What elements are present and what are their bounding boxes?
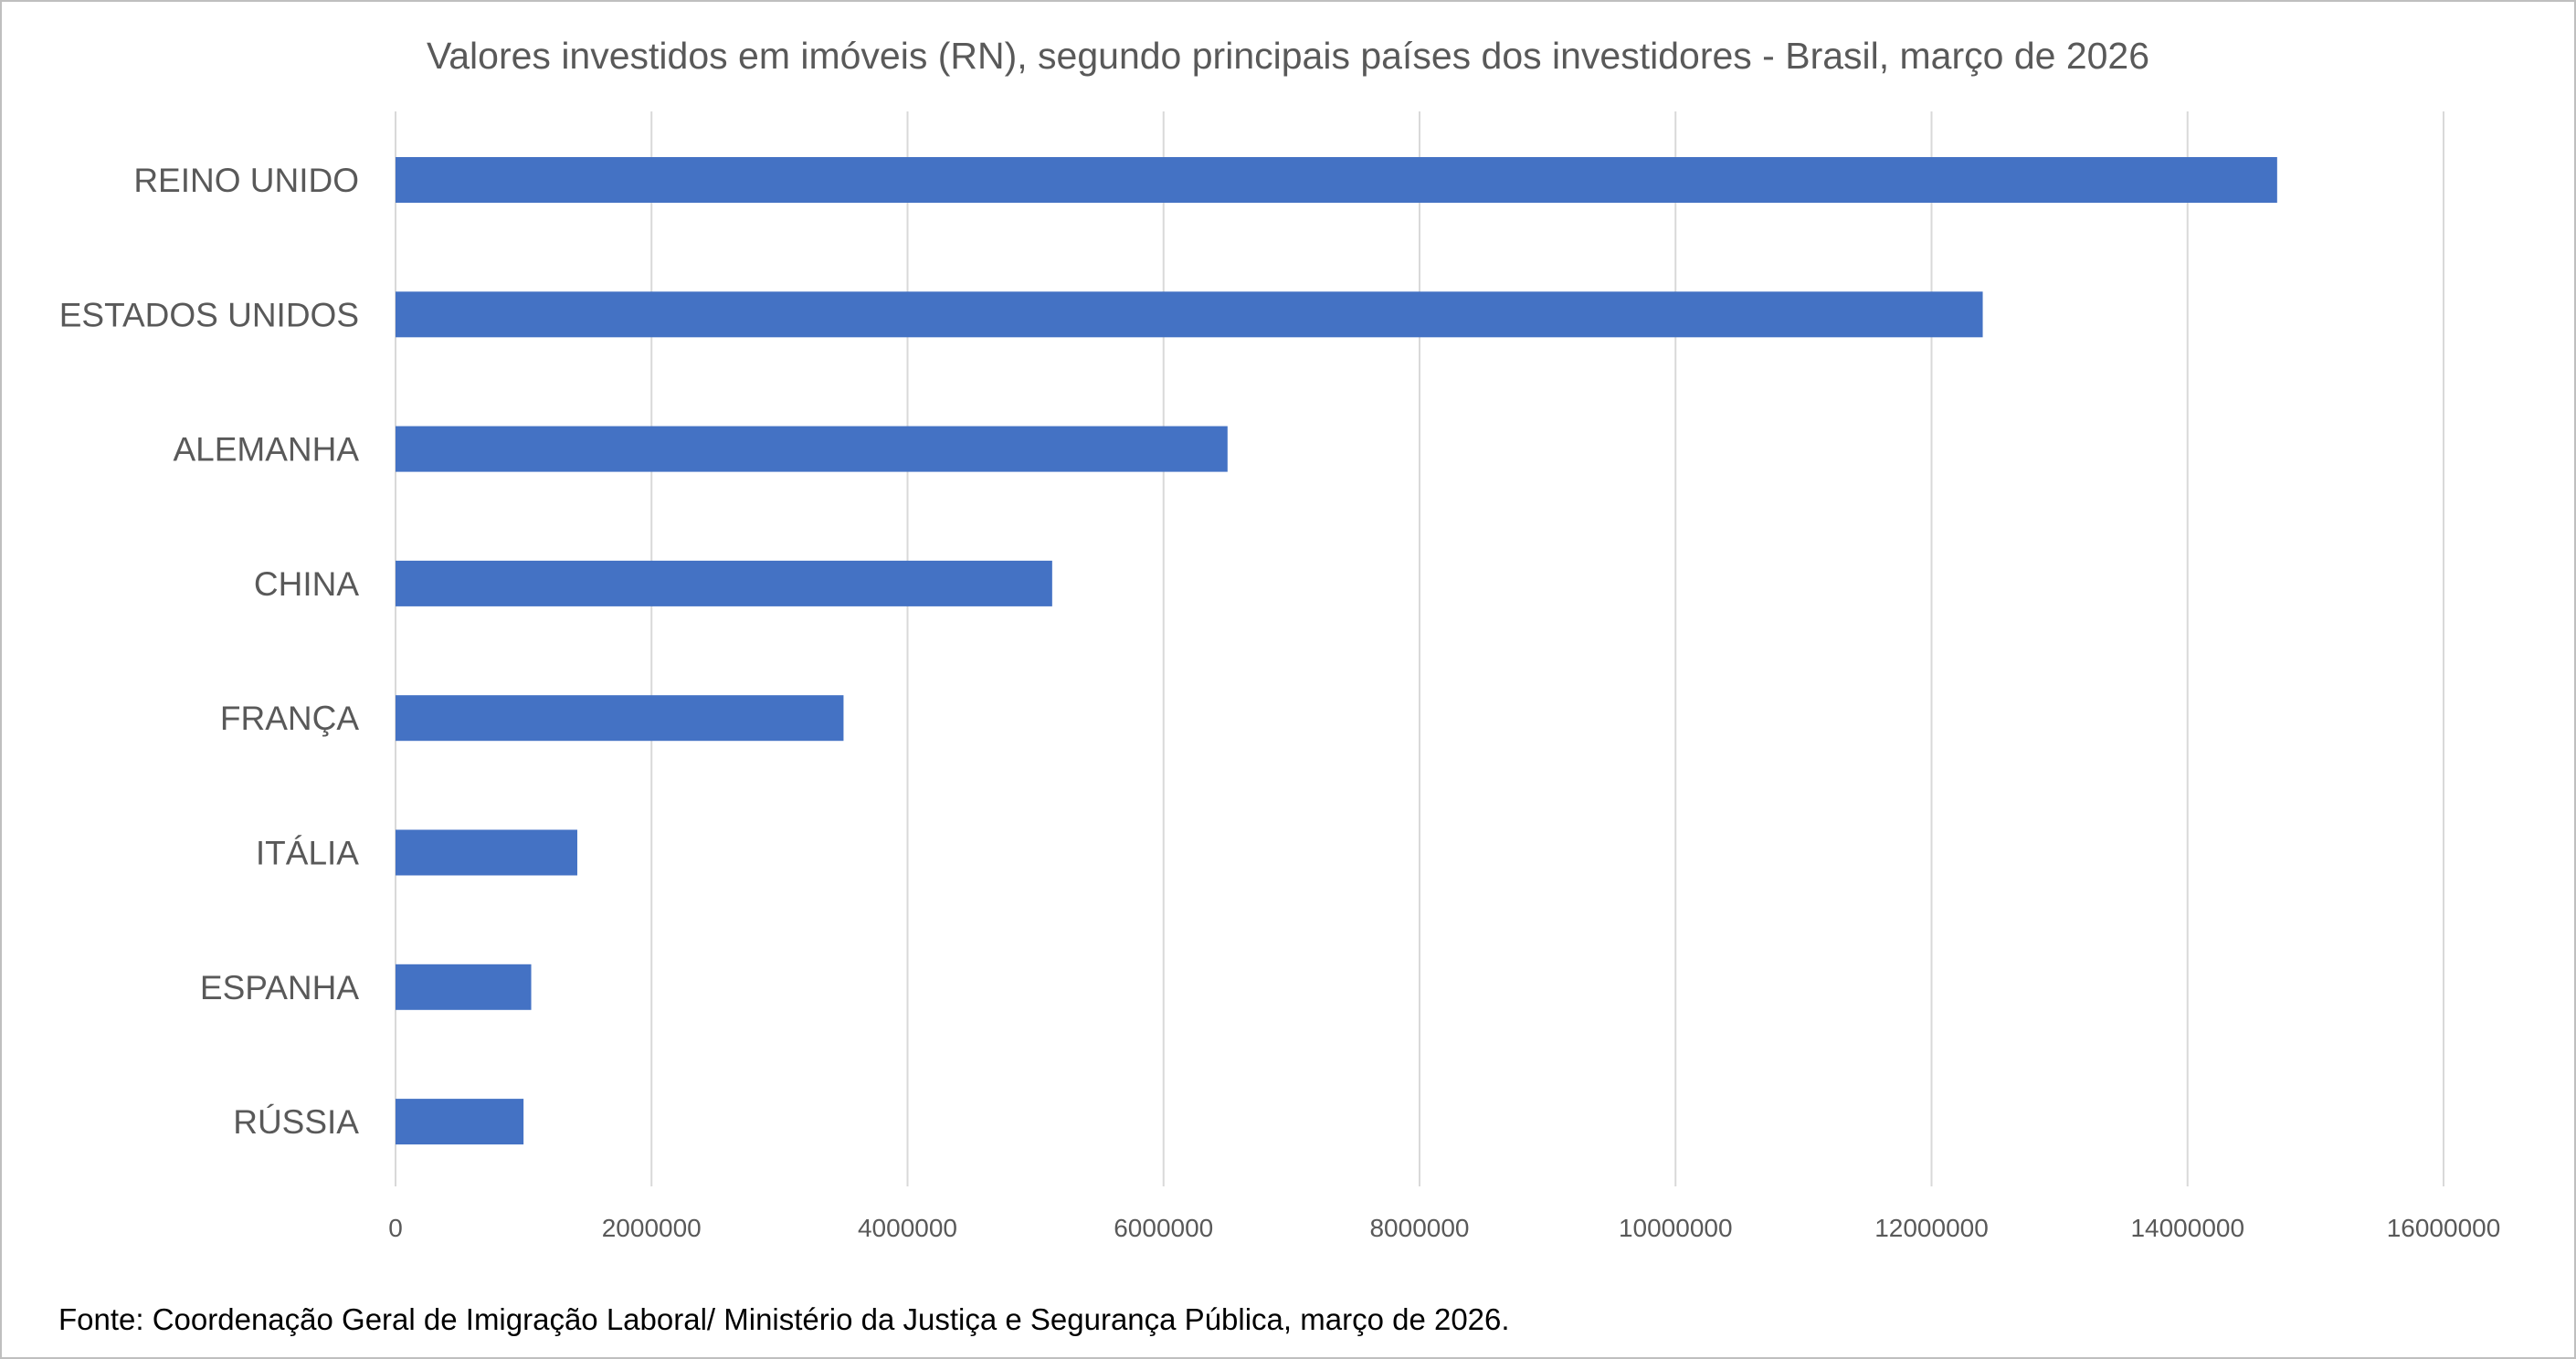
bar (396, 695, 844, 742)
x-tick-label: 2000000 (602, 1214, 702, 1242)
bar (396, 1099, 524, 1145)
x-tick-labels: 0 2000000 4000000 6000000 8000000 10000000 120… (388, 1214, 2500, 1242)
bar (396, 426, 1228, 472)
category-label: ESTADOS UNIDOS (59, 296, 359, 333)
x-tick-label: 8000000 (1369, 1214, 1469, 1242)
bar (396, 291, 1983, 338)
category-label: REINO UNIDO (133, 162, 359, 199)
bar (396, 560, 1052, 606)
chart-title: Valores investidos em imóveis (RN), segu… (426, 35, 2150, 77)
category-label: RÚSSIA (233, 1103, 359, 1141)
x-tick-label: 4000000 (858, 1214, 957, 1242)
x-tick-label: 10000000 (1619, 1214, 1733, 1242)
category-labels: REINO UNIDO ESTADOS UNIDOS ALEMANHA CHINA FR… (59, 162, 360, 1141)
category-label: ALEMANHA (173, 431, 359, 469)
x-tick-label: 12000000 (1874, 1214, 1989, 1242)
bar (396, 829, 577, 876)
x-tick-label: 0 (388, 1214, 403, 1242)
x-tick-label: 6000000 (1114, 1214, 1213, 1242)
category-label: CHINA (254, 565, 359, 603)
category-label: FRANÇA (220, 700, 359, 737)
category-label: ESPANHA (200, 969, 359, 1006)
gridlines (395, 111, 2444, 1186)
bar (396, 157, 2277, 203)
x-tick-label: 14000000 (2130, 1214, 2244, 1242)
bars (396, 157, 2277, 1145)
bar (396, 964, 532, 1010)
x-tick-label: 16000000 (2387, 1214, 2501, 1242)
source-note: Fonte: Coordenação Geral de Imigração La… (58, 1302, 1510, 1336)
category-label: ITÁLIA (256, 835, 359, 872)
